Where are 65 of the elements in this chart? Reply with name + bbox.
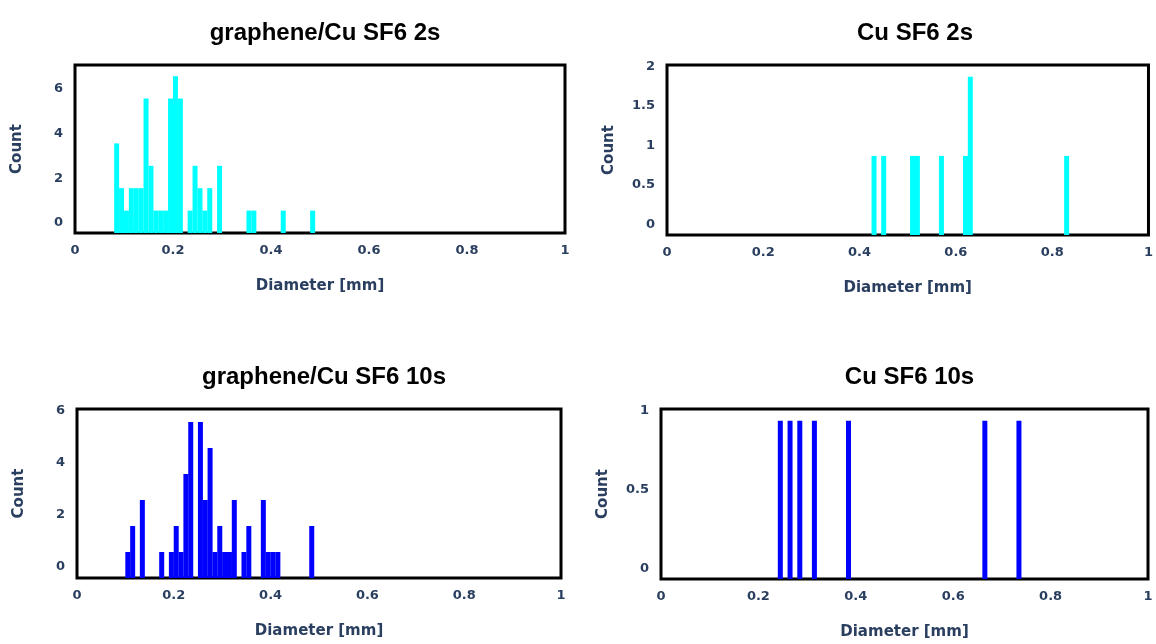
bar [275, 552, 281, 578]
y-tick-label: 4 [55, 453, 65, 469]
y-tick-label: 6 [53, 79, 63, 95]
y-tick-label: 1.5 [631, 97, 655, 113]
chart-title: Cu SF6 10s [844, 361, 975, 389]
y-tick-label: 1 [639, 401, 649, 417]
bar [114, 143, 120, 233]
x-tick-label: 0 [70, 242, 80, 257]
x-tick-label: 0.2 [746, 588, 770, 603]
y-tick-label: 0 [53, 214, 63, 230]
y-axis-title: Count [8, 468, 27, 519]
x-tick-label: 0.4 [259, 587, 283, 602]
x-tick-label: 0.2 [161, 242, 185, 257]
x-tick-label: 0.4 [848, 244, 872, 259]
y-tick-label: 0 [645, 215, 655, 231]
x-tick-label: 1 [556, 587, 566, 602]
chart-title: graphene/Cu SF6 10s [201, 361, 447, 389]
x-tick-label: 0.8 [1040, 244, 1064, 259]
y-tick-label: 0 [55, 557, 65, 573]
chart-title: Cu SF6 2s [856, 17, 974, 45]
y-tick-label: 4 [53, 124, 63, 140]
bar [207, 448, 213, 578]
bar [231, 500, 237, 578]
bar [246, 210, 252, 233]
x-tick-label: 0.6 [357, 242, 381, 257]
x-tick-label: 0 [72, 587, 82, 602]
x-tick-label: 0.2 [162, 587, 186, 602]
bar [159, 552, 165, 578]
x-tick-label: 1 [1143, 588, 1153, 603]
x-tick-label: 0.4 [259, 242, 283, 257]
bar [309, 526, 315, 578]
x-axis-title: Diameter [mm] [255, 275, 385, 294]
x-tick-label: 0.8 [452, 587, 476, 602]
x-axis-title: Diameter [mm] [254, 620, 384, 639]
bar [173, 526, 179, 578]
y-tick-label: 2 [55, 505, 65, 521]
x-tick-label: 0 [656, 588, 666, 603]
x-tick-label: 0.8 [455, 242, 479, 257]
x-tick-label: 0.6 [941, 588, 965, 603]
bar [143, 98, 149, 233]
y-tick-label: 2 [645, 57, 655, 73]
y-axis-title: Count [592, 469, 611, 519]
x-tick-label: 0.6 [355, 587, 379, 602]
x-tick-label: 1 [1143, 244, 1153, 259]
x-tick-label: 0 [662, 244, 672, 259]
chart-title: graphene/Cu SF6 2s [209, 17, 441, 45]
y-tick-label: 0.5 [631, 176, 655, 192]
x-tick-label: 0.2 [751, 244, 775, 259]
y-axis-title: Count [6, 124, 25, 174]
bar [139, 500, 145, 578]
x-tick-label: 0.6 [944, 244, 968, 259]
y-tick-label: 1 [645, 136, 655, 152]
x-axis-title: Diameter [mm] [840, 621, 969, 640]
y-tick-label: 2 [53, 169, 63, 185]
x-tick-label: 0.8 [1039, 588, 1063, 603]
bar [280, 210, 286, 233]
x-tick-label: 0.4 [844, 588, 868, 603]
y-tick-label: 0 [639, 559, 649, 575]
y-axis-title: Count [598, 125, 617, 175]
bar [217, 165, 223, 233]
y-tick-label: 6 [55, 401, 65, 417]
x-axis-title: Diameter [mm] [843, 277, 972, 296]
x-tick-label: 1 [560, 242, 570, 257]
bar [310, 210, 316, 233]
y-tick-label: 0.5 [625, 480, 649, 496]
